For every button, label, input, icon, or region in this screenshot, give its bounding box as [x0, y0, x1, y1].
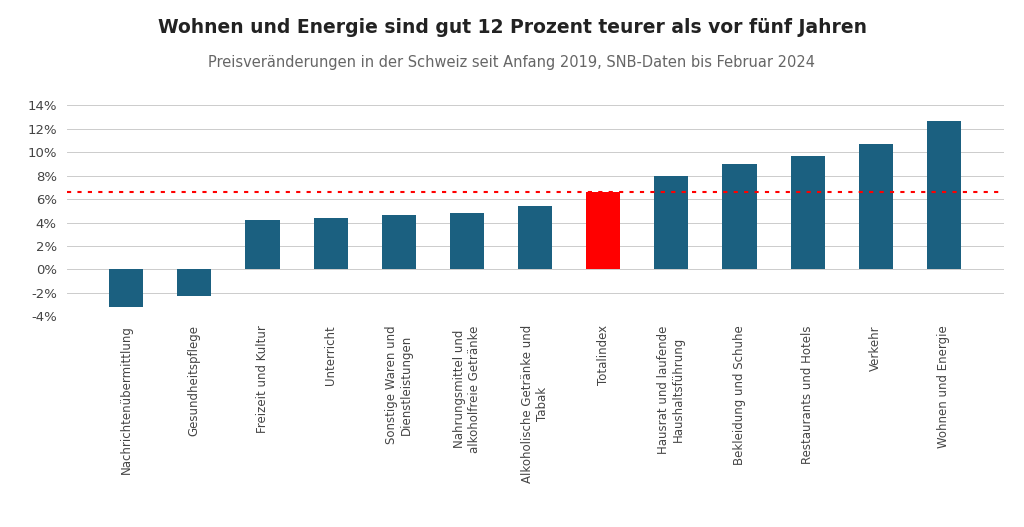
Bar	[246, 220, 280, 269]
Bar	[518, 206, 552, 269]
Text: Preisveränderungen in der Schweiz seit Anfang 2019, SNB-Daten bis Februar 2024: Preisveränderungen in der Schweiz seit A…	[209, 55, 815, 70]
Bar	[859, 144, 893, 269]
Bar	[723, 164, 757, 269]
Bar	[927, 121, 961, 269]
Bar	[586, 192, 621, 269]
Bar	[791, 156, 824, 269]
Bar	[313, 218, 348, 269]
Bar	[110, 269, 143, 307]
Bar	[382, 216, 416, 269]
Text: Wohnen und Energie sind gut 12 Prozent teurer als vor fünf Jahren: Wohnen und Energie sind gut 12 Prozent t…	[158, 18, 866, 37]
Bar	[450, 213, 484, 269]
Bar	[177, 269, 211, 296]
Bar	[654, 175, 688, 269]
